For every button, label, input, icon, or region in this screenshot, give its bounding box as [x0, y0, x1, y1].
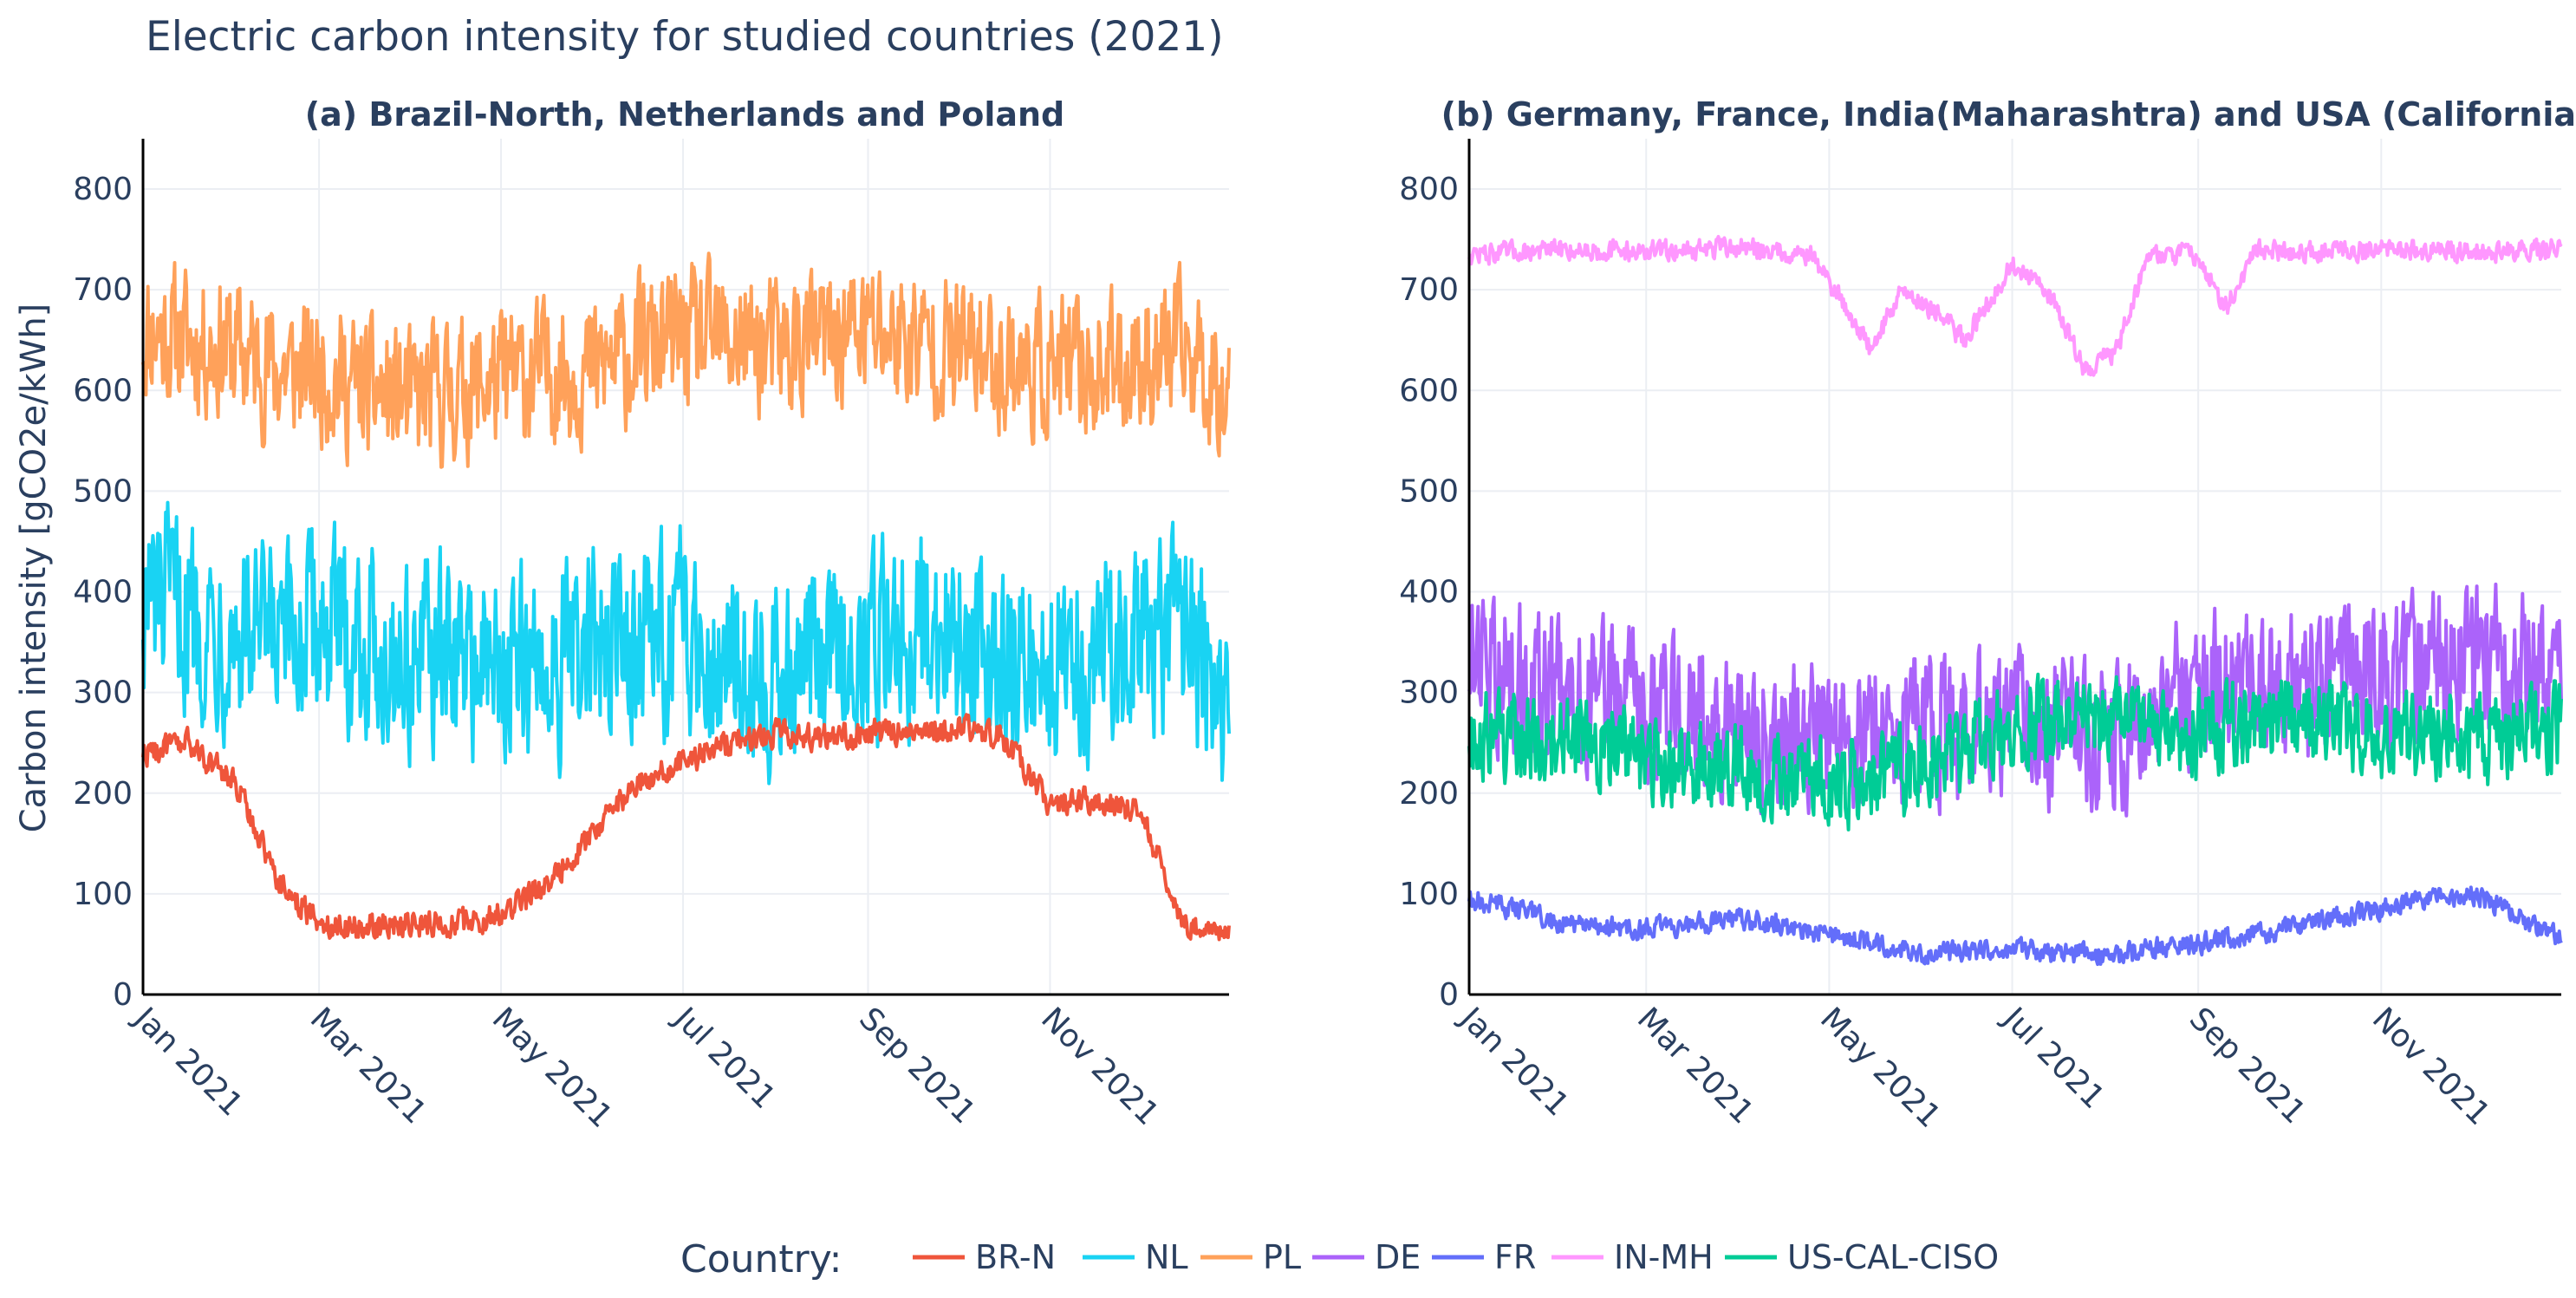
legend-title: Country:: [680, 1237, 842, 1282]
x-tick-label: Nov 2021: [2365, 1001, 2497, 1132]
panel-a-series: [141, 251, 1231, 942]
series-line-nl: [141, 500, 1231, 786]
legend-label-fr[interactable]: FR: [1494, 1238, 1536, 1276]
y-tick-label: 200: [73, 776, 133, 812]
x-tick-label: Sep 2021: [852, 1001, 982, 1131]
panel-b-title: (b) Germany, France, India(Maharashtra) …: [1441, 95, 2576, 134]
series-line-us-cal-ciso: [1467, 672, 2563, 832]
x-tick-label: Jan 2021: [1452, 1000, 1576, 1124]
panel-b: (b) Germany, France, India(Maharashtra) …: [1399, 95, 2576, 1135]
y-tick-label: 500: [73, 473, 133, 509]
panel-a-title: (a) Brazil-North, Netherlands and Poland: [305, 95, 1065, 134]
panel-a: (a) Brazil-North, Netherlands and Poland…: [14, 95, 1231, 1135]
y-tick-label: 300: [1399, 675, 1459, 711]
legend-label-us-cal-ciso[interactable]: US-CAL-CISO: [1787, 1238, 1999, 1276]
x-tick-label: Sep 2021: [2182, 1001, 2313, 1131]
y-tick-label: 700: [1399, 272, 1459, 308]
x-tick-label: Nov 2021: [1034, 1001, 1166, 1132]
series-line-fr: [1467, 885, 2563, 967]
legend-label-de[interactable]: DE: [1375, 1238, 1421, 1276]
y-tick-label: 100: [1399, 877, 1459, 912]
x-tick-label: May 2021: [1813, 1001, 1948, 1135]
series-line-pl: [141, 251, 1231, 469]
y-tick-label: 500: [1399, 473, 1459, 509]
x-tick-label: Jul 2021: [1995, 1000, 2111, 1116]
y-tick-label: 100: [73, 877, 133, 912]
series-line-de: [1467, 582, 2563, 818]
panel-b-series: [1467, 234, 2563, 967]
y-tick-label: 700: [73, 272, 133, 308]
y-tick-label: 800: [1399, 172, 1459, 207]
y-tick-label: 800: [73, 172, 133, 207]
x-tick-label: May 2021: [485, 1001, 620, 1135]
panel-a-y-ticks: 0 100 200 300 400 500 600 700 800: [73, 172, 133, 1013]
y-tick-label: 200: [1399, 776, 1459, 812]
y-tick-label: 600: [73, 373, 133, 408]
y-tick-label: 400: [73, 575, 133, 610]
y-tick-label: 600: [1399, 373, 1459, 408]
x-tick-label: Mar 2021: [1630, 1001, 1760, 1131]
y-tick-label: 0: [113, 977, 133, 1013]
legend-label-pl[interactable]: PL: [1263, 1238, 1301, 1276]
legend-label-br-n[interactable]: BR-N: [975, 1238, 1056, 1276]
legend: Country: BR-N NL PL DE FR IN-MH US-CAL-CISO: [680, 1237, 1999, 1282]
legend-label-nl[interactable]: NL: [1145, 1238, 1188, 1276]
panel-b-x-ticks: Jan 2021 Mar 2021 May 2021 Jul 2021 Sep 2021…: [1452, 1000, 2496, 1135]
y-tick-label: 300: [73, 675, 133, 711]
panel-a-x-ticks: Jan 2021 Mar 2021 May 2021 Jul 2021 Sep 2021…: [126, 1000, 1165, 1135]
y-tick-label: 400: [1399, 575, 1459, 610]
y-axis-title: Carbon intensity [gCO2e/kWh]: [14, 303, 54, 833]
panel-b-y-ticks: 0 100 200 300 400 500 600 700 800: [1399, 172, 1459, 1013]
x-tick-label: Jan 2021: [126, 1000, 250, 1124]
series-line-br-n: [141, 713, 1231, 942]
series-line-in-mh: [1467, 234, 2563, 377]
legend-label-in-mh[interactable]: IN-MH: [1614, 1238, 1714, 1276]
x-tick-label: Mar 2021: [303, 1001, 433, 1131]
chart-title: Electric carbon intensity for studied co…: [146, 13, 1224, 61]
x-tick-label: Jul 2021: [666, 1000, 782, 1116]
y-tick-label: 0: [1439, 977, 1459, 1013]
